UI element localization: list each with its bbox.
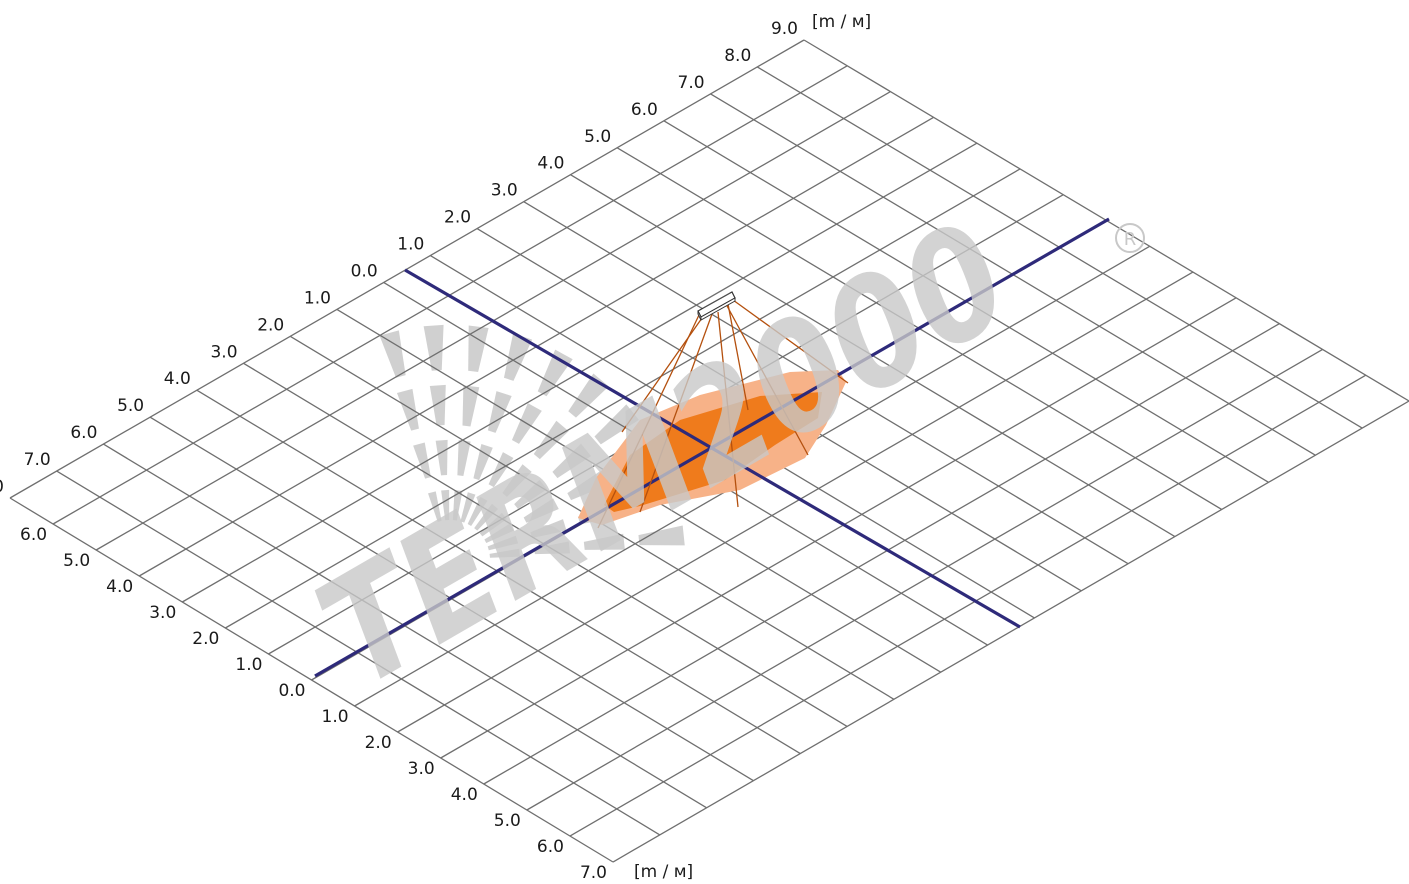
watermark-ray	[379, 330, 406, 378]
center-axis-y	[314, 217, 1110, 678]
tick-label-front: 1.0	[322, 707, 349, 727]
grid-line	[9, 39, 805, 499]
tick-label-back: 1.0	[397, 235, 424, 255]
watermark-ray	[429, 384, 446, 426]
tick-label-left: 7.0	[24, 450, 51, 470]
watermark-ray	[413, 442, 431, 479]
watermark-ray	[484, 523, 514, 543]
watermark-ray	[441, 489, 450, 521]
watermark-ray	[552, 443, 592, 479]
watermark-ray	[530, 519, 567, 539]
unit-label-bottom: [m / м]	[634, 862, 693, 882]
tick-label-left-lower: 5.0	[63, 551, 90, 571]
watermark-ray	[489, 548, 521, 558]
axis-labels: 0.0 1.0 2.0 3.0 4.0 5.0 6.0 7.0 8.0 9.0 1.0 2.0 3.0 4…	[0, 19, 798, 883]
tick-label-back: 9.0	[771, 19, 798, 39]
tick-label-left-lower: 1.0	[235, 655, 262, 675]
tick-label-front: 3.0	[408, 759, 435, 779]
tick-label-left-lower: 0.0	[278, 681, 305, 701]
beam-line	[639, 313, 713, 513]
watermark-text-group: TERM2000	[292, 190, 1037, 721]
watermark-ray	[460, 492, 476, 523]
tick-label-left: 6.0	[70, 423, 97, 443]
tick-label-back: 2.0	[444, 208, 471, 228]
heater-device	[697, 291, 736, 321]
watermark-ray	[457, 440, 471, 476]
registered-mark: R	[1115, 223, 1145, 253]
coverage-zone-inner	[604, 392, 822, 512]
watermark-ray	[534, 541, 570, 555]
watermark-ray	[452, 490, 463, 521]
beam-line	[727, 303, 749, 411]
beam-line	[597, 314, 700, 529]
tick-label-back: 3.0	[491, 181, 518, 201]
grid-line	[526, 348, 1323, 811]
grid-line	[569, 374, 1367, 837]
watermark-ray	[523, 498, 559, 523]
unit-label-top: [m / м]	[812, 12, 871, 32]
registered-mark-letter: R	[1124, 229, 1137, 250]
tick-label-back: 6.0	[631, 100, 658, 120]
tick-label-left-lower: 4.0	[106, 577, 133, 597]
watermark-ray	[473, 444, 493, 481]
beam-line	[732, 299, 849, 384]
watermark-ray	[502, 464, 532, 497]
watermark-ray	[583, 533, 625, 550]
tick-label-left: 3.0	[210, 342, 237, 362]
registered-mark-icon	[1115, 223, 1145, 253]
tick-label-left: 2.0	[257, 315, 284, 335]
watermark-ray	[396, 388, 419, 431]
tick-label-front: 7.0	[580, 863, 607, 883]
grid-line	[440, 297, 1237, 759]
watermark-ray	[488, 452, 514, 488]
tick-label-back: 0.0	[351, 261, 378, 281]
grid-line	[397, 271, 1194, 733]
beam-line	[621, 317, 703, 433]
tick-label-front: 4.0	[451, 785, 478, 805]
watermark-ray	[435, 439, 448, 476]
watermark-ray	[474, 503, 499, 531]
tick-label-left: 5.0	[117, 396, 144, 416]
tick-label-left: 1.0	[304, 288, 331, 308]
grid-line	[225, 168, 1021, 629]
watermark-ray	[462, 385, 480, 427]
grid-line	[483, 323, 1280, 785]
tick-label-front: 2.0	[365, 733, 392, 753]
tick-label-back: 8.0	[724, 46, 751, 66]
watermark-ray	[423, 324, 444, 371]
watermark-ray	[568, 373, 609, 418]
tick-label-left: 8.0	[0, 477, 4, 497]
watermark-ray	[594, 404, 639, 445]
tick-label-left-lower: 6.0	[20, 525, 47, 545]
tick-label-left: 4.0	[164, 369, 191, 389]
watermark-ray	[468, 325, 489, 373]
watermark-ray	[487, 535, 519, 551]
tick-label-front: 6.0	[537, 837, 564, 857]
watermark-ray	[638, 525, 685, 546]
beam-line	[717, 311, 739, 508]
tick-label-back: 4.0	[537, 154, 564, 174]
watermark-ray	[514, 479, 548, 509]
tick-label-front: 5.0	[494, 811, 521, 831]
watermark-text: TERM2000	[292, 190, 1037, 721]
grid-line	[612, 400, 1409, 863]
tick-label-left-lower: 2.0	[192, 629, 219, 649]
heater-beams	[597, 299, 849, 529]
center-axes	[314, 217, 1110, 678]
tick-label-left-lower: 3.0	[149, 603, 176, 623]
tick-label-back: 7.0	[678, 73, 705, 93]
watermark-ray	[467, 496, 488, 526]
beam-line	[725, 303, 809, 456]
tick-label-back: 5.0	[584, 127, 611, 147]
